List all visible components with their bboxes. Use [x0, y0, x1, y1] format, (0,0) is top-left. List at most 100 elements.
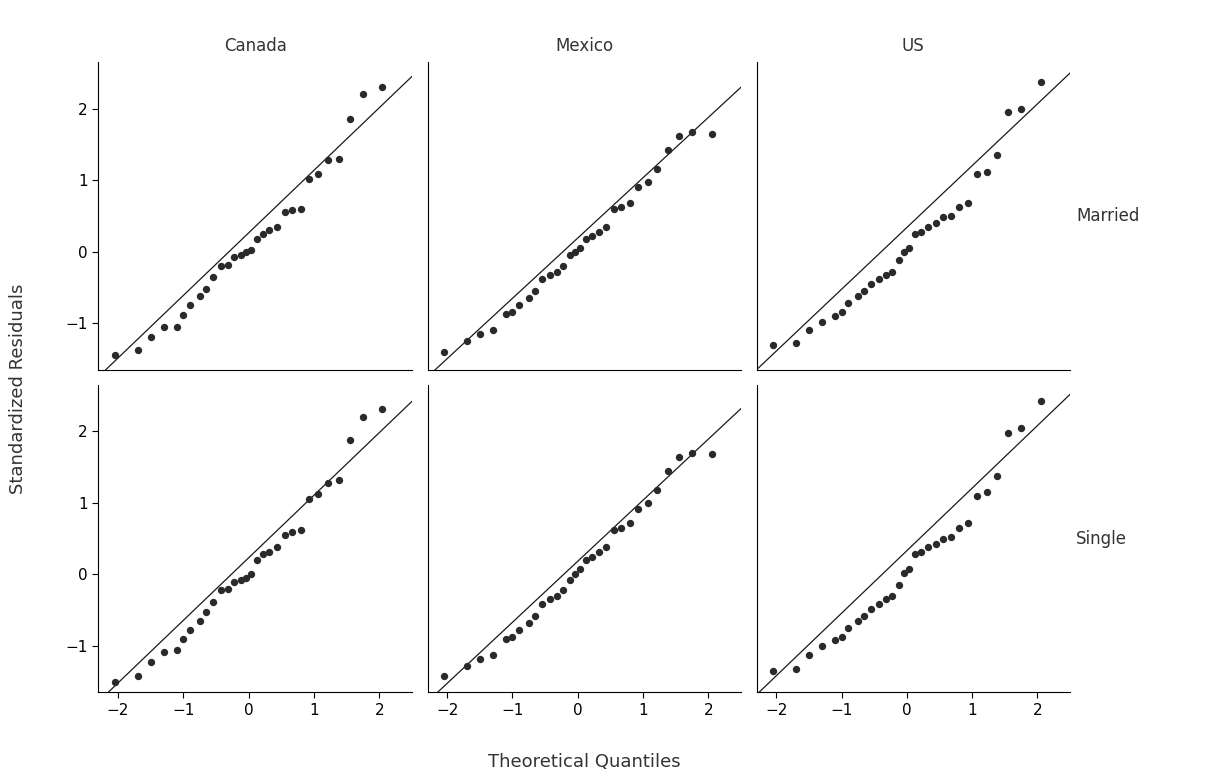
Point [876, 594, 895, 606]
Title: Mexico: Mexico [555, 37, 614, 55]
Point [926, 217, 946, 230]
Point [629, 181, 648, 194]
Point [218, 583, 237, 595]
Point [620, 197, 640, 209]
Point [373, 81, 392, 93]
Point [647, 163, 667, 176]
Point [838, 622, 857, 634]
Point [247, 554, 267, 566]
Point [212, 584, 231, 597]
Point [870, 272, 889, 285]
Point [241, 244, 261, 257]
Point [203, 595, 223, 608]
Point [373, 402, 392, 415]
Point [509, 299, 529, 311]
Title: US: US [902, 37, 925, 55]
Point [503, 631, 523, 643]
Point [658, 144, 678, 156]
Point [786, 663, 806, 675]
Point [283, 204, 303, 216]
Point [683, 447, 702, 459]
Point [958, 517, 978, 529]
Point [876, 268, 895, 281]
Point [540, 594, 560, 606]
Point [167, 321, 187, 333]
Point [1011, 103, 1031, 115]
Point [812, 640, 831, 652]
Point [197, 605, 216, 618]
Point [577, 554, 597, 566]
Point [800, 324, 819, 337]
Point [889, 254, 909, 267]
Point [894, 567, 914, 580]
Point [525, 285, 545, 297]
Point [967, 489, 986, 502]
Point [547, 265, 567, 278]
Point [611, 522, 631, 534]
Point [283, 525, 303, 538]
Point [620, 517, 640, 529]
Point [353, 88, 373, 100]
Point [999, 106, 1018, 118]
Point [189, 615, 209, 627]
Point [838, 297, 857, 310]
Point [140, 331, 160, 344]
Point [577, 233, 597, 245]
Point [899, 562, 919, 575]
Point [241, 568, 261, 580]
Point [702, 128, 722, 140]
Point [855, 610, 875, 622]
Point [566, 246, 585, 258]
Point [547, 590, 567, 602]
Point [218, 258, 237, 271]
Point [889, 579, 909, 591]
Point [597, 541, 616, 553]
Point [637, 496, 657, 509]
Point [763, 664, 782, 677]
Point [299, 173, 319, 185]
Point [309, 168, 328, 180]
Point [589, 545, 609, 558]
Point [154, 321, 173, 333]
Point [950, 522, 969, 534]
Point [189, 289, 209, 302]
Point [531, 272, 551, 285]
Point [582, 550, 601, 562]
Point [988, 149, 1007, 161]
Point [560, 574, 579, 587]
Point [883, 590, 903, 602]
Point [582, 230, 601, 242]
Point [173, 308, 193, 321]
Point [328, 152, 348, 165]
Point [999, 426, 1018, 439]
Point [236, 246, 256, 258]
Point [339, 434, 359, 447]
Point [319, 477, 338, 489]
Point [941, 531, 961, 544]
Point [883, 265, 903, 278]
Point [941, 210, 961, 223]
Point [870, 598, 889, 611]
Point [434, 670, 454, 682]
Point [988, 470, 1007, 482]
Point [274, 206, 294, 219]
Point [154, 646, 173, 658]
Title: Canada: Canada [224, 37, 287, 55]
Point [611, 202, 631, 214]
Point [309, 488, 328, 500]
Point [950, 202, 969, 214]
Point [496, 307, 515, 320]
Point [456, 335, 476, 347]
Point [786, 337, 806, 349]
Point [197, 282, 216, 295]
Point [967, 168, 986, 180]
Point [1031, 395, 1050, 408]
Point [247, 233, 267, 245]
Point [509, 624, 529, 636]
Point [589, 226, 609, 238]
Point [571, 242, 590, 254]
Point [571, 562, 590, 575]
Point [597, 220, 616, 233]
Point [658, 464, 678, 477]
Point [763, 338, 782, 351]
